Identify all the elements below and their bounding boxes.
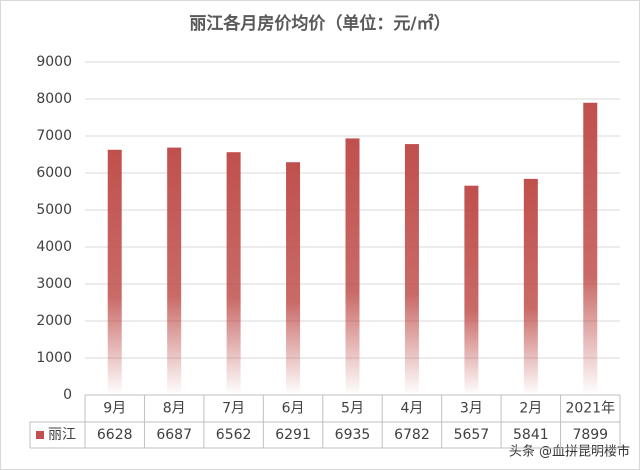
- table-value: 5657: [454, 427, 490, 443]
- y-tick-label: 0: [63, 387, 72, 403]
- y-tick-label: 9000: [36, 54, 72, 70]
- x-tick-label: 6月: [282, 401, 305, 417]
- bar: [583, 102, 598, 395]
- table-value: 5841: [513, 427, 549, 443]
- table-value: 6782: [394, 427, 430, 443]
- x-tick-label: 3月: [460, 401, 483, 417]
- x-tick-label: 9月: [103, 401, 126, 417]
- y-tick-label: 1000: [36, 350, 72, 366]
- x-tick-label: 7月: [222, 401, 245, 417]
- table-value: 6291: [275, 427, 311, 443]
- y-tick-label: 7000: [36, 128, 72, 144]
- bar: [286, 162, 301, 395]
- bar: [107, 149, 122, 395]
- y-tick-label: 6000: [36, 165, 72, 181]
- y-tick-label: 2000: [36, 313, 72, 329]
- bar: [464, 185, 479, 395]
- bar: [167, 147, 182, 395]
- table-value: 7899: [572, 427, 608, 443]
- bar: [345, 138, 360, 395]
- watermark: 头条 @血拼昆明楼市: [509, 444, 630, 460]
- x-tick-label: 5月: [341, 401, 364, 417]
- y-tick-label: 3000: [36, 276, 72, 292]
- bar: [523, 178, 538, 395]
- chart-title: 丽江各月房价均价（单位：元/㎡）: [189, 13, 450, 34]
- table-value: 6935: [335, 427, 371, 443]
- x-tick-label: 4月: [400, 401, 423, 417]
- y-tick-label: 8000: [36, 91, 72, 107]
- bar: [404, 144, 419, 395]
- x-tick-label: 8月: [163, 401, 186, 417]
- table-value: 6562: [216, 427, 252, 443]
- table-value: 6628: [97, 427, 133, 443]
- bar: [226, 152, 241, 395]
- x-tick-label: 2月: [519, 401, 542, 417]
- legend-label: 丽江: [48, 427, 76, 443]
- y-tick-label: 5000: [36, 202, 72, 218]
- y-tick-label: 4000: [36, 239, 72, 255]
- table-value: 6687: [156, 427, 192, 443]
- x-tick-label: 2021年: [565, 401, 615, 417]
- legend-marker: [36, 431, 44, 439]
